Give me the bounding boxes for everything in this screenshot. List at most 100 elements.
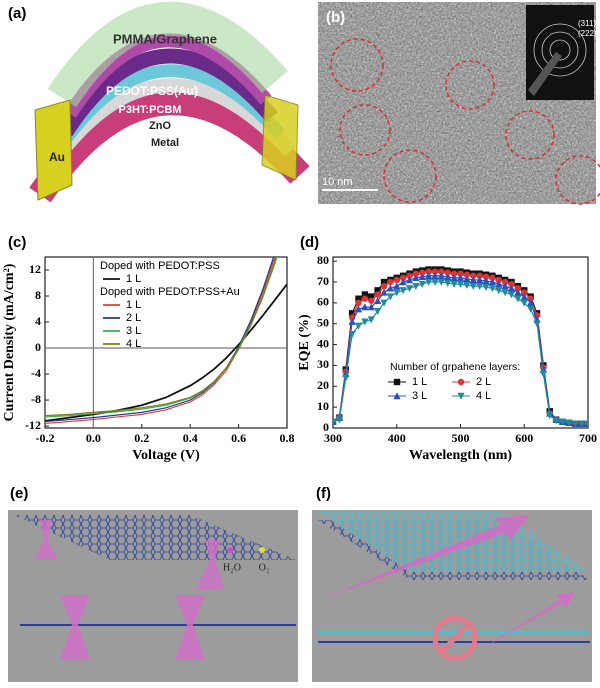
marker xyxy=(361,291,369,298)
series-line xyxy=(45,283,287,422)
marker xyxy=(565,419,573,427)
diffraction-ring xyxy=(533,23,587,77)
nanoparticle-circle xyxy=(339,104,391,156)
marker xyxy=(354,305,363,313)
layer-label: PI xyxy=(160,156,170,168)
x-tick-label: 700 xyxy=(579,431,597,445)
marker xyxy=(521,289,528,296)
marker xyxy=(507,291,516,299)
marker xyxy=(508,280,515,288)
y-tick-label: 50 xyxy=(317,315,329,329)
marker xyxy=(476,282,484,290)
marker xyxy=(488,278,496,286)
marker xyxy=(374,287,381,294)
marker xyxy=(380,278,388,286)
panel-label: (e) xyxy=(10,485,28,502)
plane-label: (311) xyxy=(578,19,596,28)
y-tick-label: 80 xyxy=(317,253,329,267)
marker xyxy=(387,278,394,286)
marker xyxy=(380,299,388,307)
layer-label: P3HT:PCBM xyxy=(119,104,182,116)
panel-label: (d) xyxy=(300,234,319,251)
y-axis-label: Current Density (mA/cm²) xyxy=(2,263,17,421)
marker xyxy=(514,288,522,296)
marker xyxy=(399,278,407,286)
marker xyxy=(476,272,483,279)
layer-label: PMMA/Graphene xyxy=(113,31,217,46)
marker xyxy=(552,417,560,425)
legend-marker xyxy=(393,392,401,400)
panel-label: (f) xyxy=(316,485,331,502)
marker xyxy=(348,310,356,317)
marker xyxy=(355,295,362,302)
marker xyxy=(425,268,432,275)
marker xyxy=(431,278,439,286)
y-tick-label: 70 xyxy=(317,274,329,288)
series-line xyxy=(45,257,275,423)
illustration-f: (f) xyxy=(312,485,592,682)
marker xyxy=(348,317,356,325)
marker xyxy=(571,420,579,428)
series-line xyxy=(333,268,588,425)
marker xyxy=(412,282,420,290)
marker xyxy=(437,271,445,279)
molecule-label: O₂ xyxy=(259,562,270,573)
marker xyxy=(361,295,369,302)
graphene-sheet xyxy=(318,512,590,572)
graphene-layer xyxy=(47,1,288,108)
marker xyxy=(501,289,509,297)
marker xyxy=(393,289,401,297)
marker xyxy=(546,412,554,420)
y-tick-label: 10 xyxy=(317,399,329,413)
x-axis-label: Wavelength (nm) xyxy=(409,448,512,463)
marker xyxy=(476,276,484,284)
marker xyxy=(348,330,356,338)
marker xyxy=(533,320,541,328)
nanoparticle-circle xyxy=(555,155,600,205)
molecule xyxy=(259,547,265,553)
plane-label: (222) xyxy=(578,29,597,38)
x-tick-label: -0.2 xyxy=(36,431,55,445)
marker xyxy=(469,276,477,284)
marker xyxy=(470,272,477,279)
marker xyxy=(463,275,471,283)
x-tick-label: 0.8 xyxy=(280,431,295,445)
marker xyxy=(456,274,465,282)
marker xyxy=(438,268,445,275)
marker xyxy=(444,269,451,276)
beam-stop xyxy=(528,52,562,96)
layer-label: ZnO xyxy=(149,120,171,132)
marker xyxy=(386,284,394,292)
au-electrode xyxy=(34,99,73,201)
marker xyxy=(444,273,452,281)
p3ht-layer xyxy=(59,48,278,137)
device-schematic: (a) PMMA/Graphene PEDOT:PSS(Au) P3HT:PCB… xyxy=(8,1,310,203)
marker xyxy=(374,296,382,304)
marker xyxy=(463,271,471,278)
legend-label: 1 L xyxy=(126,273,141,285)
marker xyxy=(367,303,375,311)
marker xyxy=(368,297,375,304)
au-electrode xyxy=(261,94,299,181)
x-tick-label: 300 xyxy=(324,431,342,445)
marker xyxy=(444,279,452,287)
electrode-label: Au xyxy=(49,150,65,164)
legend-marker xyxy=(457,378,465,386)
legend-label: 4 L xyxy=(476,390,491,402)
marker xyxy=(412,274,420,282)
marker xyxy=(374,308,382,316)
marker xyxy=(450,270,458,277)
plot-area xyxy=(333,266,588,428)
legend-label: 4 L xyxy=(126,338,141,350)
marker xyxy=(361,318,369,326)
marker xyxy=(437,278,445,286)
nanoparticle-circle xyxy=(383,149,437,203)
series-line xyxy=(45,257,277,417)
marker xyxy=(507,284,516,292)
x-tick-label: 400 xyxy=(388,431,406,445)
legend-label: 3 L xyxy=(412,390,427,402)
nanoparticle-circle xyxy=(505,110,555,160)
x-tick-label: 600 xyxy=(515,431,533,445)
marker xyxy=(335,416,343,424)
marker xyxy=(354,322,363,330)
